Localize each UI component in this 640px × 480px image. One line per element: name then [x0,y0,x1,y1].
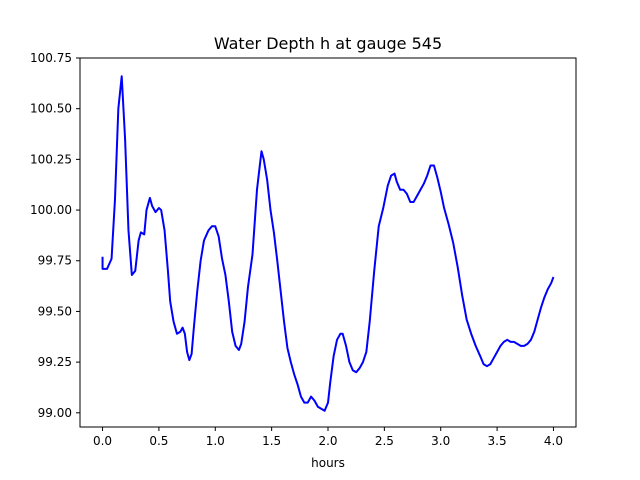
x-tick-label: 2.5 [375,434,394,448]
x-tick-label: 2.0 [318,434,337,448]
y-tick-label: 99.50 [38,304,72,318]
x-tick-label: 3.5 [488,434,507,448]
x-tick-label: 1.0 [206,434,225,448]
y-tick-label: 100.25 [30,152,72,166]
x-tick-label: 4.0 [544,434,563,448]
x-tick-label: 1.5 [262,434,281,448]
x-tick-label: 3.0 [431,434,450,448]
y-tick-label: 99.00 [38,406,72,420]
y-tick-label: 100.50 [30,102,72,116]
x-tick-label: 0.0 [93,434,112,448]
y-tick-label: 99.25 [38,355,72,369]
x-tick-label: 0.5 [149,434,168,448]
series-line-0 [101,75,555,412]
y-tick-label: 100.75 [30,51,72,65]
y-tick-label: 100.00 [30,203,72,217]
x-axis-ticks: 0.0 0.5 1.0 1.5 2.0 2.5 3.0 3.5 4.0 [93,427,563,448]
x-axis-label: hours [311,456,345,470]
y-axis-ticks: 99.00 99.25 99.50 99.75 100.00 100.25 100.50 10… [30,51,80,420]
plot-area [79,57,577,428]
chart-title: Water Depth h at gauge 545 [214,34,442,53]
y-tick-label: 99.75 [38,254,72,268]
axes-frame [79,57,577,428]
